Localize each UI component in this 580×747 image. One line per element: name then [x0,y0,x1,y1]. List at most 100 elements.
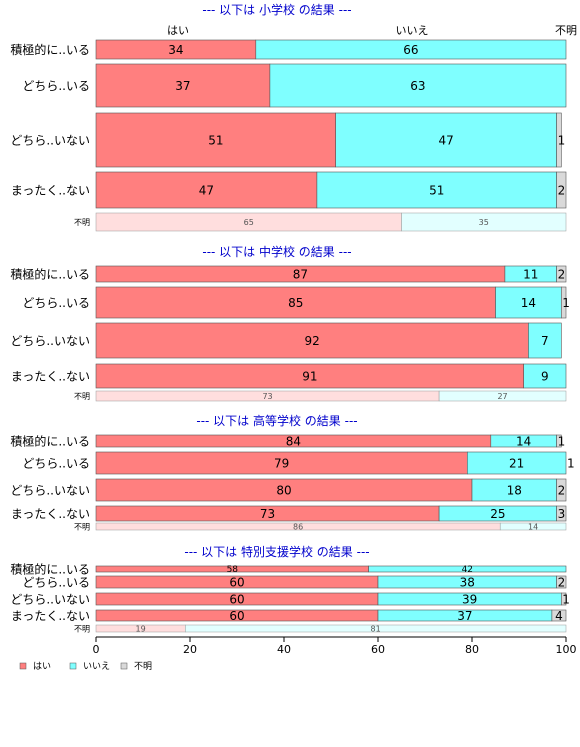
bar-segment-no [466,451,567,475]
data-label: 38 [460,575,475,589]
row-label: まったく..ない [11,370,90,384]
unknown-data-label: 27 [497,392,507,401]
data-label: 2 [558,267,566,281]
data-label: 1 [562,592,570,606]
bar-segment-unknown [556,478,567,502]
row-label-unknown: 不明 [74,625,90,634]
legend-swatch [120,662,128,670]
data-label: 60 [229,609,244,623]
column-header: いいえ [396,24,429,37]
data-label: 42 [462,565,473,575]
data-label: 1 [562,296,570,310]
data-label: 58 [227,565,239,575]
data-label: 4 [555,609,563,623]
bar-segment-no [528,322,562,359]
row-label: どちら..いる [22,79,90,93]
data-label: 92 [305,334,320,348]
data-label: 1 [567,456,575,470]
row-label: 積極的に..いる [10,42,90,57]
data-label: 34 [168,43,183,57]
column-header: 不明 [555,24,577,37]
data-label: 39 [462,592,477,606]
data-label: 66 [403,43,418,57]
data-label: 14 [521,296,536,310]
bar-segment-unknown [556,575,567,589]
data-label: 60 [229,592,244,606]
row-label: どちら..いる [22,576,90,590]
bar-segment-unknown [556,265,567,283]
row-label: どちら..いない [10,334,90,348]
panel-title: --- 以下は 中学校 の結果 --- [202,244,351,259]
bar-segment-unknown [556,112,562,168]
bar-segment-unknown [560,286,567,319]
bar-segment-unknown [556,171,567,209]
data-label: 85 [288,296,303,310]
legend-label: いいえ [83,661,110,672]
data-label: 47 [199,183,214,197]
row-label-unknown: 不明 [74,392,90,401]
x-tick-label: 60 [371,643,385,656]
row-label-unknown: 不明 [74,218,90,227]
row-label: 積極的に..いる [10,562,90,577]
data-label: 11 [523,267,538,281]
data-label: 80 [276,483,291,497]
bar-segment-no [316,171,557,209]
legend-swatch [19,662,27,670]
x-tick-label: 80 [465,643,479,656]
data-label: 2 [558,575,566,589]
data-label: 25 [490,507,505,521]
x-tick-label: 0 [93,643,100,656]
bar-segment-no [335,112,557,168]
data-label: 3 [558,507,566,521]
data-label: 51 [208,133,223,147]
bar-segment-yes [95,63,271,108]
data-label: 14 [516,434,531,448]
unknown-data-label: 35 [479,218,489,227]
data-label: 63 [410,79,425,93]
data-label: 47 [439,133,454,147]
row-label: 積極的に..いる [10,267,90,282]
row-label: まったく..ない [11,184,90,198]
data-label: 60 [229,575,244,589]
unknown-data-label: 73 [262,392,272,401]
data-label: 1 [558,133,566,147]
data-label: 37 [457,609,472,623]
data-label: 2 [558,183,566,197]
data-label: 73 [260,507,275,521]
row-label: どちら..いない [10,134,90,148]
bar-segment-unknown [551,609,567,622]
column-header: はい [167,24,189,37]
legend-swatch [69,662,77,670]
data-label: 84 [286,434,301,448]
data-label: 9 [541,369,549,383]
row-label: どちら..いる [22,457,90,471]
bar-segment-unknown [560,592,567,606]
unknown-bar-segment [401,212,567,232]
bar-segment-yes [95,171,318,209]
bar-segment-unknown [556,505,567,522]
data-label: 87 [293,267,308,281]
unknown-bar-segment [438,390,567,402]
unknown-data-label: 86 [293,523,303,532]
bar-segment-no [495,286,562,319]
bar-segment-unknown [556,434,562,448]
data-label: 37 [175,79,190,93]
row-label: どちら..いる [22,296,90,310]
panel-title: --- 以下は 高等学校 の結果 --- [196,413,357,428]
bar-segment-yes [95,112,336,168]
x-tick-label: 20 [183,643,197,656]
unknown-data-label: 19 [136,625,146,634]
panel-title: --- 以下は 小学校 の結果 --- [202,2,351,17]
data-label: 91 [302,369,317,383]
row-label: 積極的に..いる [10,434,90,449]
bar-segment-no [255,39,567,60]
legend-label: はい [33,661,51,672]
data-label: 21 [509,456,524,470]
unknown-bar-segment [185,624,567,633]
unknown-bar-segment [499,522,567,531]
unknown-data-label: 65 [244,218,254,227]
data-label: 79 [274,456,289,470]
bar-segment-no [368,565,567,573]
panel-title: --- 以下は 特別支援学校 の結果 --- [184,544,369,559]
